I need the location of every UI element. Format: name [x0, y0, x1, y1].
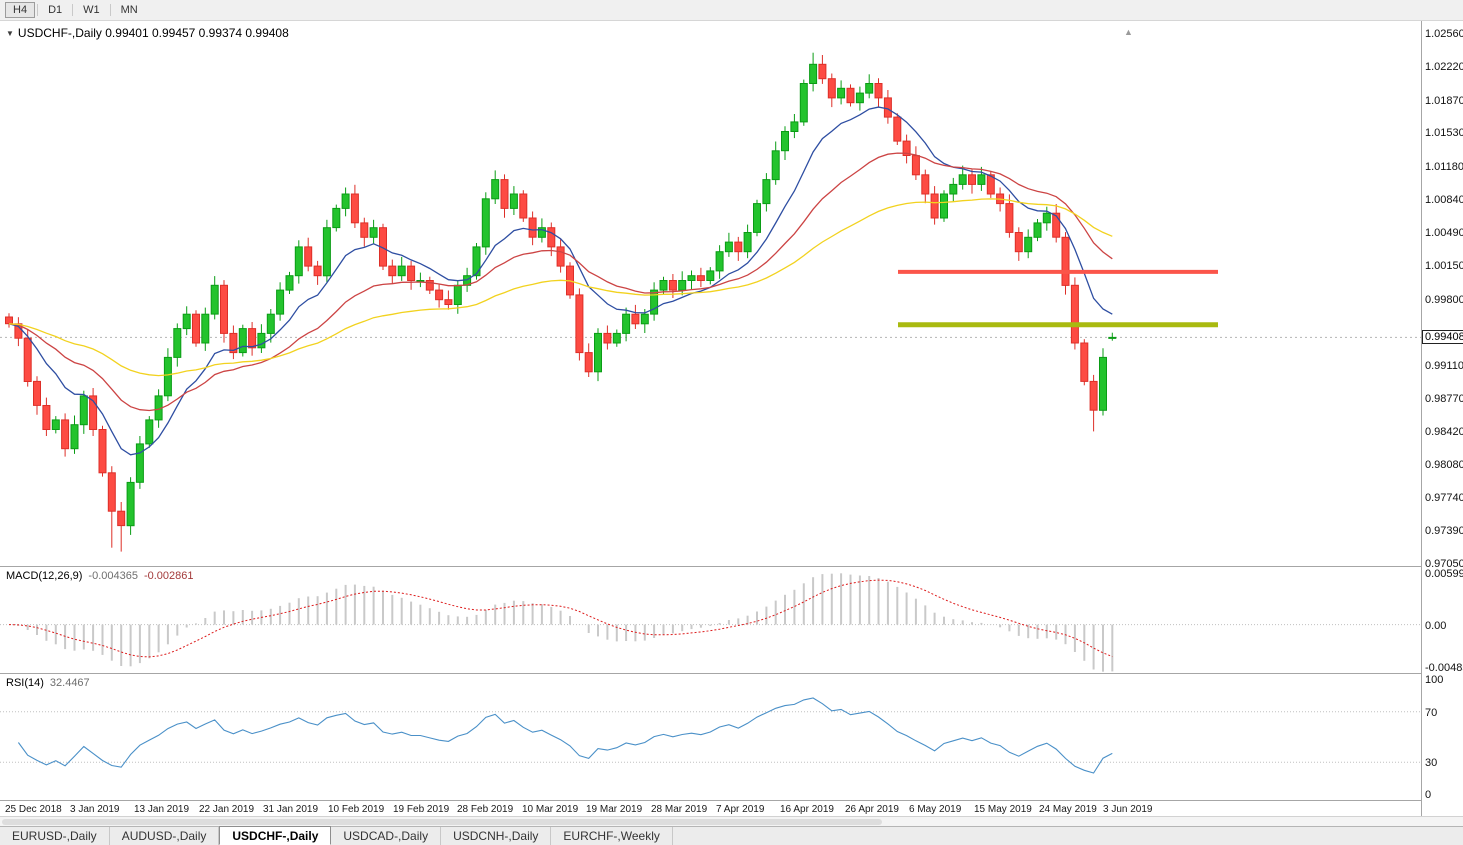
chart-tab-eurchf[interactable]: EURCHF-,Weekly: [551, 827, 673, 845]
macd-chart[interactable]: [0, 567, 1421, 673]
macd-signal-line: [8, 579, 1113, 658]
timeframe-button-h4[interactable]: H4: [5, 2, 36, 18]
date-axis[interactable]: 25 Dec 2018 3 Jan 2019 13 Jan 2019 22 Jan 2…: [0, 800, 1421, 816]
toolbar-separator: [109, 4, 111, 16]
rsi-name: RSI(14): [6, 677, 44, 689]
price-pane[interactable]: ▼ USDCHF-,Daily 0.99401 0.99457 0.99374 0…: [0, 21, 1421, 566]
price-axis-tick: 0.97740: [1425, 492, 1463, 504]
macd-axis-tick: 0.00: [1425, 620, 1447, 632]
chart-tab-usdcnh[interactable]: USDCNH-,Daily: [441, 827, 552, 845]
date-axis-tick: 3 Jan 2019: [70, 804, 120, 815]
price-axis-tick: 0.99800: [1425, 294, 1463, 306]
date-axis-tick: 26 Apr 2019: [845, 804, 899, 815]
date-axis-tick: 13 Jan 2019: [134, 804, 190, 815]
price-axis-tick: 0.99110: [1425, 360, 1463, 372]
rsi-axis-tick: 100: [1425, 674, 1444, 686]
price-axis-tick: 1.01870: [1425, 95, 1463, 107]
chart-title: ▼ USDCHF-,Daily 0.99401 0.99457 0.99374 0…: [6, 26, 289, 40]
chart-title-text: USDCHF-,Daily 0.99401 0.99457 0.99374 0.…: [17, 26, 289, 40]
macd-pane[interactable]: MACD(12,26,9) -0.004365 -0.002861: [0, 567, 1421, 673]
rsi-pane[interactable]: RSI(14) 32.4467: [0, 674, 1421, 800]
macd-label: MACD(12,26,9) -0.004365 -0.002861: [6, 570, 194, 582]
price-axis-tick: 0.98770: [1425, 393, 1463, 405]
price-axis-tick: 1.00490: [1425, 227, 1463, 239]
rsi-chart[interactable]: [0, 674, 1421, 800]
date-axis-tick: 28 Feb 2019: [457, 804, 514, 815]
chart-tab-audusd[interactable]: AUDUSD-,Daily: [110, 827, 220, 845]
date-axis-tick: 25 Dec 2018: [5, 804, 62, 815]
chart-tab-usdchf[interactable]: USDCHF-,Daily: [219, 826, 332, 845]
price-axis-tick: 1.02220: [1425, 61, 1463, 73]
chevron-down-icon[interactable]: ▼: [6, 29, 14, 38]
price-axis-tick: 0.97390: [1425, 525, 1463, 537]
price-axis-tick: 0.97050: [1425, 558, 1463, 570]
macd-value-main: -0.004365: [88, 570, 138, 582]
rsi-label: RSI(14) 32.4467: [6, 677, 90, 689]
macd-axis-tick: -0.004858: [1425, 662, 1463, 674]
price-axis-tick: 0.98080: [1425, 459, 1463, 471]
date-axis-tick: 15 May 2019: [974, 804, 1032, 815]
rsi-line: [17, 697, 1113, 774]
macd-name: MACD(12,26,9): [6, 570, 83, 582]
rsi-axis-tick: 0: [1425, 789, 1432, 801]
toolbar-separator: [72, 4, 74, 16]
ma-fast: [8, 106, 1113, 456]
rsi-axis-tick: 30: [1425, 757, 1438, 769]
ma-mid: [8, 152, 1113, 412]
date-axis-tick: 19 Mar 2019: [586, 804, 643, 815]
ma-slow: [8, 198, 1113, 377]
scrollbar-thumb[interactable]: [2, 819, 882, 825]
chart-window: ▼ USDCHF-,Daily 0.99401 0.99457 0.99374 0…: [0, 21, 1463, 816]
price-axis-tick: 1.00150: [1425, 260, 1463, 272]
price-axis-tick: 1.00840: [1425, 194, 1463, 206]
price-axis-tick: 1.01180: [1425, 161, 1463, 173]
toolbar-separator: [37, 4, 39, 16]
date-axis-tick: 6 May 2019: [909, 804, 962, 815]
current-price-badge: 0.99408: [1422, 330, 1463, 344]
date-axis-tick: 19 Feb 2019: [393, 804, 450, 815]
price-axis-tick: 0.98420: [1425, 426, 1463, 438]
chart-tab-usdcad[interactable]: USDCAD-,Daily: [331, 827, 442, 845]
chart-tab-eurusd[interactable]: EURUSD-,Daily: [0, 827, 110, 845]
macd-axis-tick: 0.005999: [1425, 568, 1463, 580]
date-axis-tick: 10 Feb 2019: [328, 804, 385, 815]
timeframe-button-w1[interactable]: W1: [83, 4, 100, 16]
date-axis-tick: 22 Jan 2019: [199, 804, 255, 815]
date-axis-tick: 10 Mar 2019: [522, 804, 579, 815]
pane-splitter[interactable]: [0, 673, 1463, 674]
horizontal-scrollbar[interactable]: [0, 816, 1463, 826]
date-axis-tick: 24 May 2019: [1039, 804, 1097, 815]
rsi-value: 32.4467: [49, 677, 90, 689]
date-axis-tick: 3 Jun 2019: [1103, 804, 1153, 815]
price-chart[interactable]: [0, 21, 1421, 566]
price-axis-tick: 1.01530: [1425, 127, 1463, 139]
macd-value-signal: -0.002861: [143, 570, 194, 582]
date-axis-tick: 31 Jan 2019: [263, 804, 319, 815]
date-axis-tick: 28 Mar 2019: [651, 804, 708, 815]
rsi-axis-tick: 70: [1425, 707, 1438, 719]
price-axis-tick: 1.02560: [1425, 28, 1463, 40]
timeframe-button-d1[interactable]: D1: [48, 4, 63, 16]
date-axis-tick: 16 Apr 2019: [780, 804, 834, 815]
date-axis-tick: 7 Apr 2019: [716, 804, 765, 815]
timeframe-button-mn[interactable]: MN: [120, 4, 138, 16]
symbol-tabbar: EURUSD-,Daily AUDUSD-,Daily USDCHF-,Daily U…: [0, 826, 1463, 845]
timeframe-toolbar: H4 D1 W1 MN: [0, 0, 1463, 21]
pane-splitter[interactable]: [0, 566, 1463, 567]
chart-shift-icon[interactable]: ▲: [1124, 27, 1133, 37]
price-axis[interactable]: 1.02560 1.02220 1.01870 1.01530 1.01180 1.008…: [1421, 21, 1463, 816]
